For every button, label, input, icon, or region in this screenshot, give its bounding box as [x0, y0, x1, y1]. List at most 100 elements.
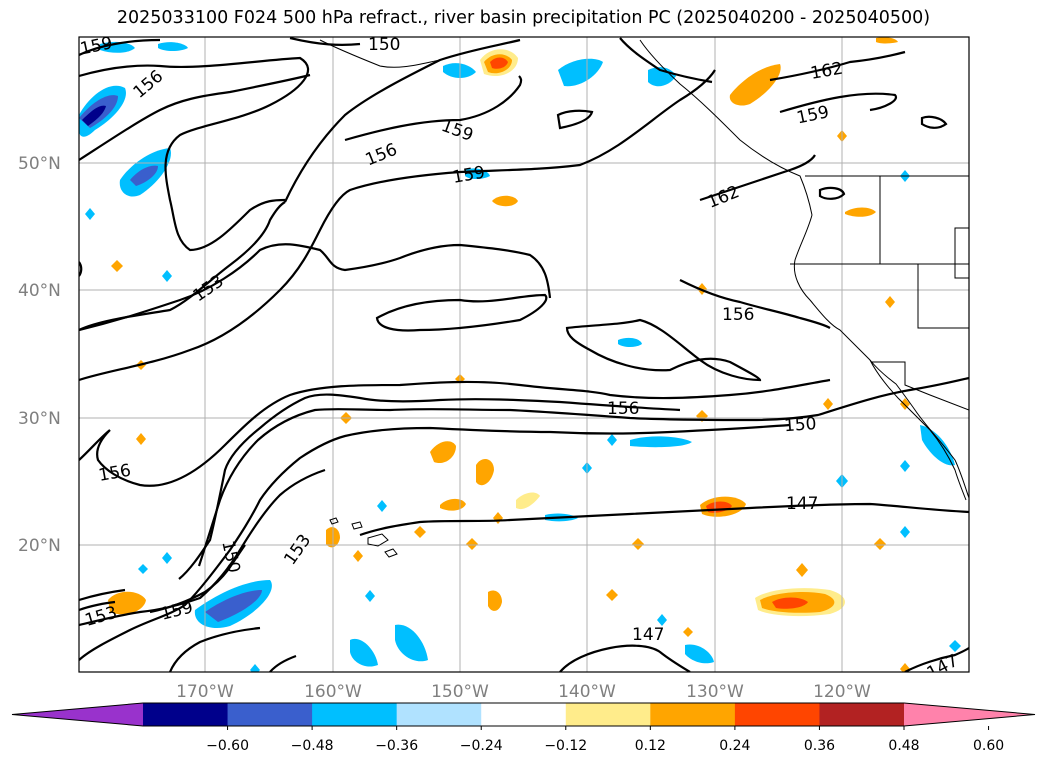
precip-negative-blob	[618, 337, 642, 347]
lon-label: 130°W	[686, 682, 744, 702]
colorbar-tick-label: 0.48	[888, 738, 919, 754]
precip-negative-blob	[395, 624, 428, 662]
coastlines	[319, 39, 969, 558]
precip-positive-blob	[772, 597, 808, 609]
colorbar-segment	[565, 703, 651, 726]
precip-positive-blob	[729, 64, 781, 106]
contour-159-alaska	[619, 37, 713, 84]
colorbar-segment	[396, 703, 482, 726]
colorbar-segment	[650, 703, 736, 726]
colorbar-tick-label: −0.24	[460, 738, 503, 754]
contour-loop-pac2	[565, 318, 762, 382]
baja-california-coast	[869, 359, 967, 501]
lon-label: 160°W	[304, 682, 362, 702]
colorbar-segment	[819, 703, 905, 726]
precip-pixel	[900, 460, 910, 472]
precip-pixel	[606, 589, 618, 601]
contour-label: 156	[722, 305, 754, 325]
precip-negative-blob	[205, 590, 262, 622]
precip-pixel	[823, 398, 833, 410]
precip-pixel	[111, 260, 123, 272]
contour-162-ne	[699, 50, 906, 202]
lon-label: 120°W	[813, 682, 871, 702]
lat-label: 20°N	[18, 536, 61, 556]
contour-153-lower	[79, 468, 326, 627]
contour-loop-sea	[818, 186, 846, 200]
contour-147-s	[559, 644, 969, 672]
colorbar-tick-label: −0.60	[206, 738, 249, 754]
precip-positive-blob	[876, 37, 898, 44]
contour-loop-kamchatka	[79, 261, 83, 277]
precip-pixel	[683, 627, 693, 637]
colorbar-segment	[227, 703, 313, 726]
precip-pixel	[900, 526, 910, 538]
contour-159-mid	[344, 75, 523, 142]
contour-label: 150	[368, 35, 400, 55]
precip-negative-blob	[82, 105, 106, 126]
contour-150-diag	[197, 376, 969, 567]
precip-positive-blob	[516, 492, 540, 510]
colorbar-tick-label: 0.12	[635, 738, 666, 754]
colorbar-segment	[481, 703, 567, 726]
lat-label: 40°N	[18, 281, 61, 301]
contour-loop-ak	[556, 109, 594, 130]
refractivity-contours	[79, 37, 969, 672]
colorbar: −0.60 −0.48 −0.36 −0.24 −0.12 0.12 0.24 0.36 0.4…	[11, 702, 1036, 754]
colorbar-outline	[11, 702, 1036, 727]
precip-positive-blob	[490, 57, 508, 69]
precip-pixel	[632, 538, 644, 550]
colorbar-tick-label: −0.12	[544, 738, 587, 754]
colorbar-segment	[143, 703, 229, 726]
precip-pixel	[162, 552, 172, 564]
precip-pixel	[949, 640, 961, 652]
contour-label: 147	[632, 625, 664, 645]
contour-159-nw	[79, 38, 161, 56]
precip-pixel	[136, 433, 146, 445]
contour-156-pac-main	[79, 243, 831, 332]
contour-159-ne	[779, 92, 898, 114]
precip-negative-blob	[685, 644, 714, 664]
latitude-labels: 50°N 40°N 30°N 20°N	[18, 154, 61, 556]
precip-pixel	[466, 538, 478, 550]
colorbar-tick-label: 0.60	[973, 738, 1004, 754]
precip-positive-blob	[476, 458, 494, 486]
precip-pixel	[377, 500, 387, 512]
precip-positive-blob	[845, 207, 876, 217]
contour-156-main	[284, 38, 521, 203]
precip-pixel	[874, 538, 886, 550]
precip-positive-blob	[430, 441, 456, 464]
contour-159-s	[79, 544, 246, 614]
precip-positive-blob	[108, 591, 146, 615]
map-area	[79, 37, 969, 672]
precip-pixel	[162, 270, 172, 282]
precip-positive-blob	[488, 590, 502, 611]
us-state-border	[790, 176, 969, 329]
contour-159-long	[79, 69, 716, 382]
contour-156-sw	[79, 378, 831, 487]
contour-156-ak-arc	[289, 37, 361, 46]
lat-label: 30°N	[18, 409, 61, 429]
precip-pixel	[250, 664, 260, 672]
contour-label: 159	[78, 33, 114, 59]
colorbar-tick-label: 0.24	[719, 738, 750, 754]
contour-label: 147	[786, 494, 818, 514]
colorbar-segment	[734, 703, 820, 726]
lat-label: 50°N	[18, 154, 61, 174]
lon-label: 140°W	[558, 682, 616, 702]
hawaii-islands	[329, 517, 398, 558]
contour-153-sw	[79, 423, 791, 661]
lon-label: 150°W	[431, 682, 489, 702]
graticule	[79, 37, 969, 672]
us-mexico-border	[872, 361, 969, 411]
contour-147	[359, 502, 969, 537]
map-title: 2025033100 F024 500 hPa refract., river …	[116, 8, 931, 28]
precip-pixel	[414, 526, 426, 538]
precip-pixel	[796, 563, 808, 577]
precip-pixel	[353, 550, 363, 562]
colorbar-segment	[312, 703, 398, 726]
precip-negative-blob	[130, 165, 158, 186]
contour-label: 156	[607, 399, 639, 419]
precip-negative-blob	[630, 436, 692, 448]
alaska-coast	[319, 39, 813, 216]
precip-pixel	[607, 434, 617, 446]
